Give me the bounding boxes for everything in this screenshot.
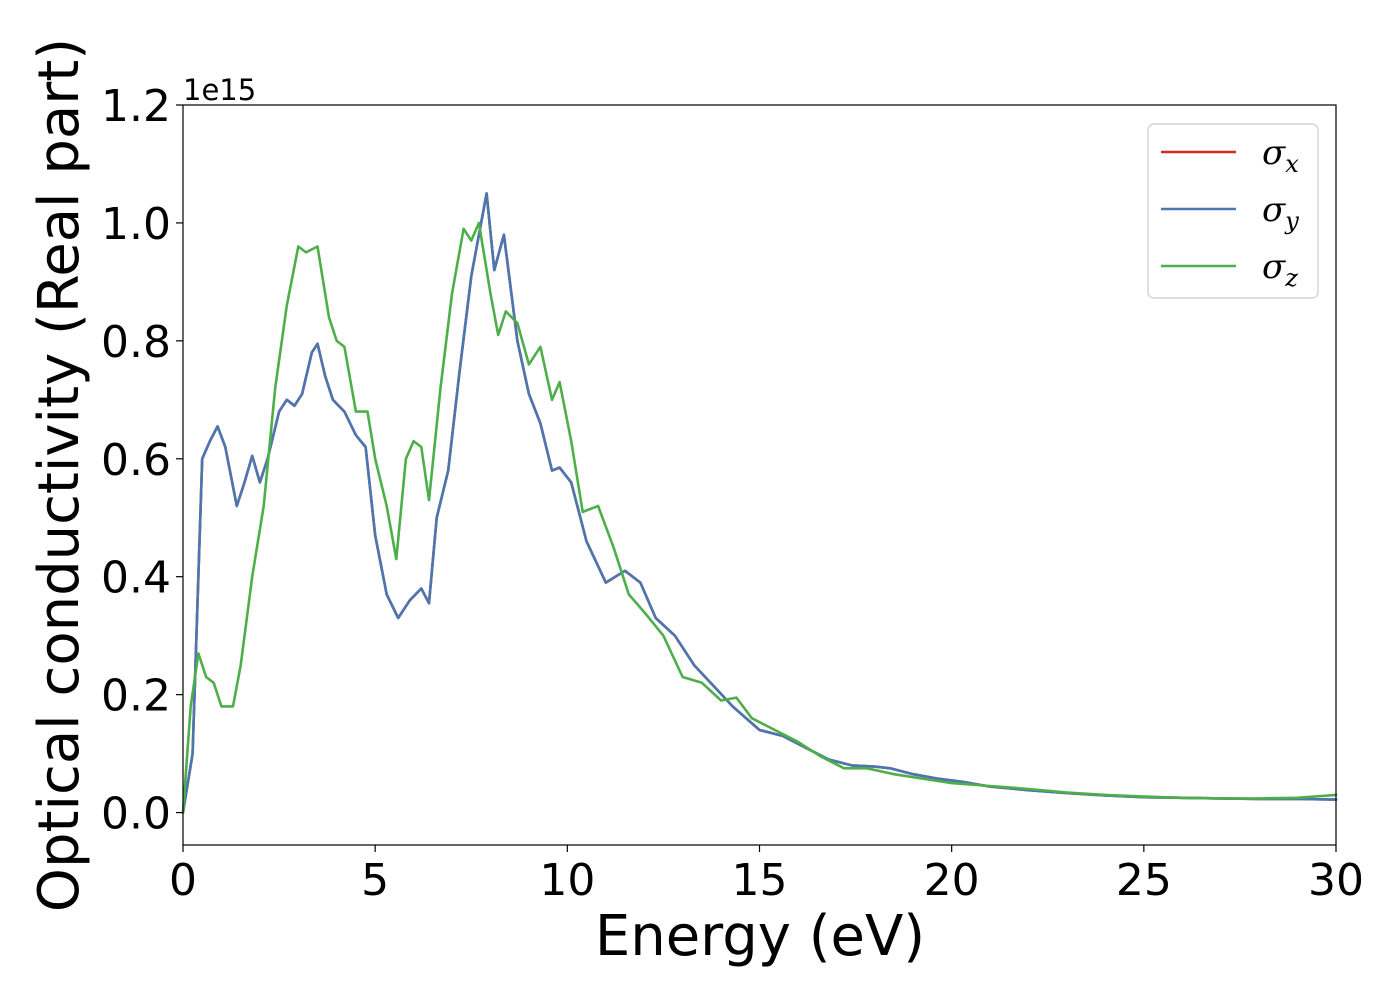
x-tick-label: 25	[1116, 855, 1172, 906]
series-line-z	[181, 221, 1338, 814]
y-tick-label: 0.0	[101, 789, 171, 840]
x-axis-label: Energy (eV)	[595, 904, 925, 969]
x-tick-label: 10	[539, 855, 595, 906]
x-axis-ticks: 0 5 10 15 20 25 30	[169, 845, 1364, 906]
y-tick-label: 1.0	[101, 199, 171, 250]
x-tick-label: 0	[169, 855, 197, 906]
y-tick-label: 0.2	[101, 671, 171, 722]
y-tick-label: 1.2	[101, 81, 171, 132]
series-layer	[181, 192, 1338, 814]
x-tick-label: 5	[361, 855, 389, 906]
legend-items: σx σy σz	[1161, 133, 1299, 292]
x-tick-label: 20	[924, 855, 980, 906]
y-tick-label: 0.6	[101, 435, 171, 486]
y-tick-label: 0.4	[101, 553, 171, 604]
y-tick-label: 0.8	[101, 317, 171, 368]
legend-box	[1147, 123, 1319, 299]
x-tick-label: 30	[1308, 855, 1364, 906]
x-tick-label: 15	[732, 855, 788, 906]
series-line-y	[181, 192, 1338, 814]
y-offset-label: 1e15	[183, 73, 256, 107]
legend-label-x: σx	[1262, 133, 1299, 178]
y-axis-label: Optical conductivity (Real part)	[27, 38, 92, 912]
legend: σx σy σz	[1147, 123, 1319, 299]
y-axis-ticks: 0.0 0.2 0.4 0.6 0.8 1.0 1.2	[101, 81, 183, 840]
legend-label-y: σy	[1262, 190, 1299, 235]
legend-label-z: σz	[1262, 247, 1298, 292]
